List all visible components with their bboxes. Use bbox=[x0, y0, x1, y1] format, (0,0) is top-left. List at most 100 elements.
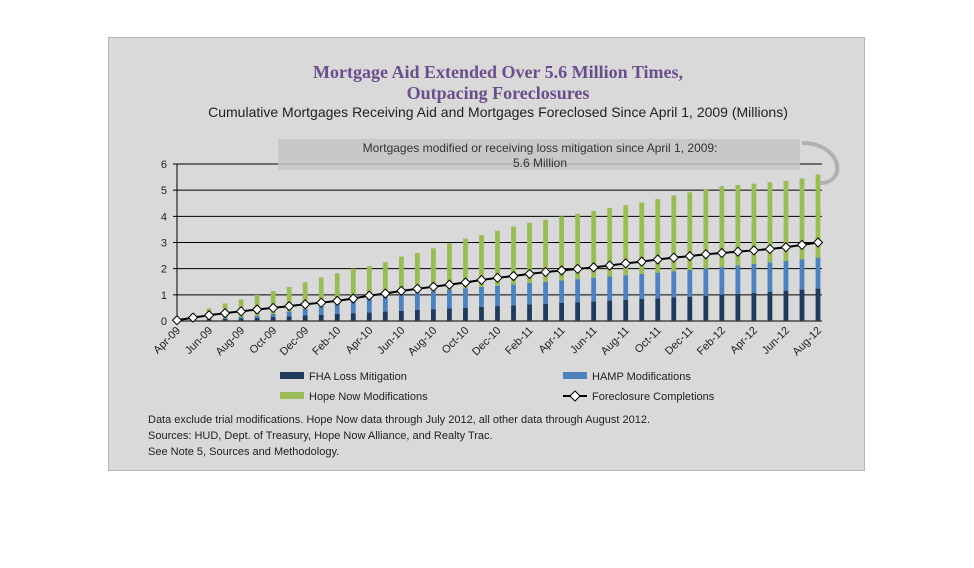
foreclosure-marker bbox=[524, 268, 535, 280]
legend-swatch-hamp bbox=[563, 372, 587, 379]
bar-segment bbox=[815, 257, 821, 289]
x-tick-label: Apr-09 bbox=[151, 325, 183, 357]
foreclosure-marker bbox=[588, 262, 599, 273]
foreclosure-marker bbox=[780, 242, 792, 253]
bar-segment bbox=[735, 293, 741, 321]
x-tick-label: Feb-12 bbox=[695, 325, 728, 358]
bar-segment bbox=[783, 260, 789, 291]
bar-segment bbox=[591, 211, 597, 278]
foreclosure-line bbox=[171, 237, 824, 326]
x-tick-label: Apr-12 bbox=[728, 325, 760, 357]
bar-segment bbox=[398, 256, 404, 295]
foreclosure-marker bbox=[428, 281, 439, 292]
foreclosure-marker bbox=[684, 250, 696, 262]
x-tick-label: Oct-11 bbox=[633, 325, 664, 356]
bar-segment bbox=[751, 292, 757, 321]
bar-segment bbox=[270, 313, 276, 318]
x-tick-label: Feb-11 bbox=[503, 325, 536, 358]
bar-segment bbox=[222, 318, 228, 321]
x-tick-label: Jun-11 bbox=[568, 325, 600, 357]
bar-segment bbox=[479, 235, 484, 287]
bar-segment bbox=[366, 312, 372, 321]
bar-segment bbox=[350, 300, 356, 314]
foreclosure-marker bbox=[187, 312, 199, 323]
foreclosure-marker bbox=[283, 300, 295, 312]
bars bbox=[174, 174, 821, 321]
y-tick-label: 6 bbox=[161, 159, 167, 171]
bar-segment bbox=[559, 280, 564, 303]
chart-title-line-2: Outpacing Foreclosures bbox=[407, 83, 590, 103]
foreclosure-marker bbox=[812, 237, 824, 248]
bar-segment bbox=[495, 306, 500, 321]
bar-segment bbox=[719, 294, 725, 321]
bar-segment bbox=[703, 188, 709, 269]
bar-segment bbox=[302, 315, 308, 321]
foreclosure-marker bbox=[396, 285, 407, 297]
bar-segment bbox=[543, 281, 548, 304]
footnote-1: Data exclude trial modifications. Hope N… bbox=[148, 414, 650, 426]
bar-segment bbox=[238, 318, 244, 321]
x-tick-label: Feb-10 bbox=[310, 325, 343, 358]
bar-segment bbox=[671, 271, 677, 298]
bar-segment bbox=[286, 286, 292, 312]
bar-segment bbox=[527, 222, 532, 284]
bar-segment bbox=[655, 199, 661, 273]
legend-label-hamp: HAMP Modifications bbox=[592, 371, 691, 383]
bar-segment bbox=[318, 277, 324, 307]
foreclosure-marker bbox=[620, 258, 631, 269]
bar-segment bbox=[270, 317, 276, 321]
bar-segment bbox=[254, 317, 260, 321]
bar-segment bbox=[350, 268, 356, 301]
bar-segment bbox=[382, 296, 388, 312]
bar-segment bbox=[527, 283, 532, 305]
chart-subtitle: Cumulative Mortgages Receiving Aid and M… bbox=[208, 104, 788, 120]
bar-segment bbox=[559, 302, 564, 321]
bar-segment bbox=[799, 259, 805, 290]
x-tick-label: Dec-10 bbox=[470, 325, 504, 359]
foreclosure-marker bbox=[267, 302, 279, 314]
bar-segment bbox=[767, 182, 773, 263]
bar-segment bbox=[511, 305, 516, 321]
x-tick-label: Aug-09 bbox=[214, 325, 248, 359]
annotation-line-2: 5.6 Million bbox=[513, 156, 567, 170]
bar-segment bbox=[719, 267, 725, 295]
bar-segment bbox=[495, 230, 500, 286]
x-tick-label: Jun-10 bbox=[375, 325, 407, 357]
bar-segment bbox=[815, 288, 821, 321]
y-tick-label: 5 bbox=[161, 185, 167, 197]
x-tick-label: Oct-09 bbox=[247, 325, 279, 357]
x-tick-label: Aug-10 bbox=[406, 325, 440, 359]
foreclosure-marker bbox=[460, 277, 471, 288]
legend-swatch-foreclosure-marker bbox=[569, 390, 581, 402]
foreclosure-marker bbox=[540, 266, 551, 278]
foreclosure-marker bbox=[364, 290, 375, 301]
footnote-3: See Note 5, Sources and Methodology. bbox=[148, 446, 339, 458]
foreclosure-marker bbox=[412, 283, 423, 295]
bar-segment bbox=[318, 314, 324, 321]
foreclosure-marker bbox=[716, 247, 728, 259]
bar-segment bbox=[767, 262, 773, 292]
x-tick-label: Dec-11 bbox=[663, 325, 696, 358]
bar-segment bbox=[302, 308, 308, 316]
foreclosure-marker bbox=[316, 297, 327, 308]
bar-segment bbox=[751, 263, 757, 293]
bar-segment bbox=[222, 317, 228, 319]
foreclosure-marker bbox=[251, 304, 263, 315]
bar-segment bbox=[238, 316, 244, 319]
foreclosure-marker bbox=[235, 306, 247, 317]
legend-swatch-hopenow bbox=[280, 392, 304, 399]
bar-segment bbox=[735, 184, 741, 266]
x-tick-label: Oct-10 bbox=[440, 325, 472, 357]
bar-segment bbox=[479, 286, 484, 307]
legend: FHA Loss Mitigation HAMP Modifications H… bbox=[280, 371, 715, 403]
bar-segment bbox=[767, 291, 773, 321]
bar-segment bbox=[398, 294, 404, 311]
bar-segment bbox=[703, 268, 709, 296]
bar-segment bbox=[559, 216, 564, 281]
bar-segment bbox=[575, 213, 581, 280]
foreclosure-marker bbox=[572, 263, 583, 275]
y-tick-label: 1 bbox=[161, 290, 167, 302]
annotation-line-1: Mortgages modified or receiving loss mit… bbox=[363, 141, 718, 155]
bar-segment bbox=[639, 273, 645, 300]
